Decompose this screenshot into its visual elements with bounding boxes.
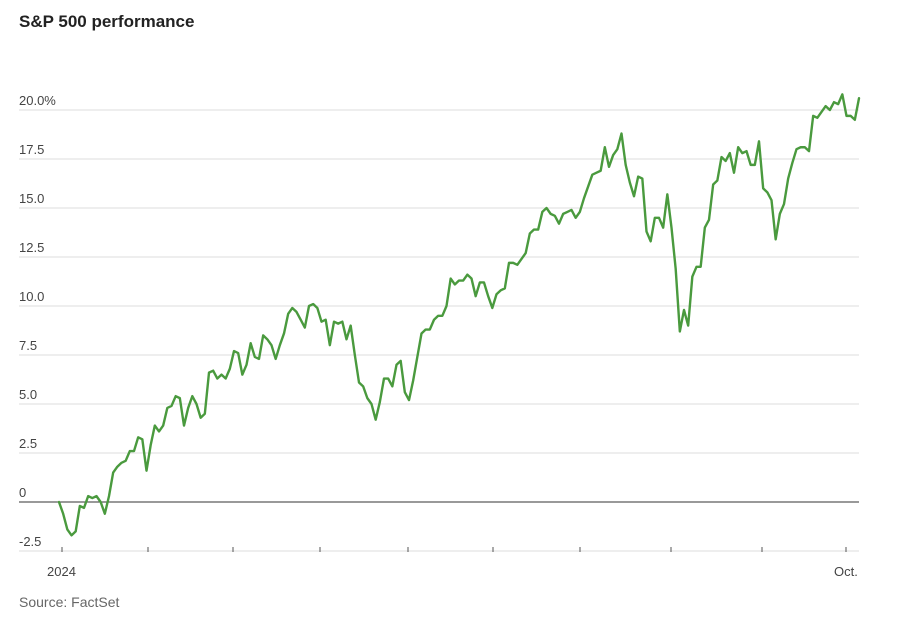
x-tick-label: 2024 <box>47 564 76 579</box>
y-tick-label: 0 <box>19 485 26 500</box>
y-tick-label: 7.5 <box>19 338 37 353</box>
x-tick-label: Oct. <box>834 564 858 579</box>
series-group <box>57 93 861 537</box>
gridlines <box>19 109 859 552</box>
y-tick-label: 12.5 <box>19 240 44 255</box>
y-tick-label: 10.0 <box>19 289 44 304</box>
y-tick-label: 20.0% <box>19 93 56 108</box>
y-tick-label: -2.5 <box>19 534 41 549</box>
y-tick-label: 2.5 <box>19 436 37 451</box>
series-line <box>57 93 861 537</box>
chart-title: S&P 500 performance <box>19 12 195 31</box>
source-note: Source: FactSet <box>19 594 120 610</box>
y-tick-label: 15.0 <box>19 191 44 206</box>
y-tick-label: 5.0 <box>19 387 37 402</box>
y-axis-labels: -2.5 0 2.5 5.0 7.5 10.0 12.5 15.0 17.5 20.0% <box>19 93 56 549</box>
y-tick-label: 17.5 <box>19 142 44 157</box>
x-axis-labels: 2024 Oct. <box>47 564 858 579</box>
x-axis <box>19 501 859 552</box>
